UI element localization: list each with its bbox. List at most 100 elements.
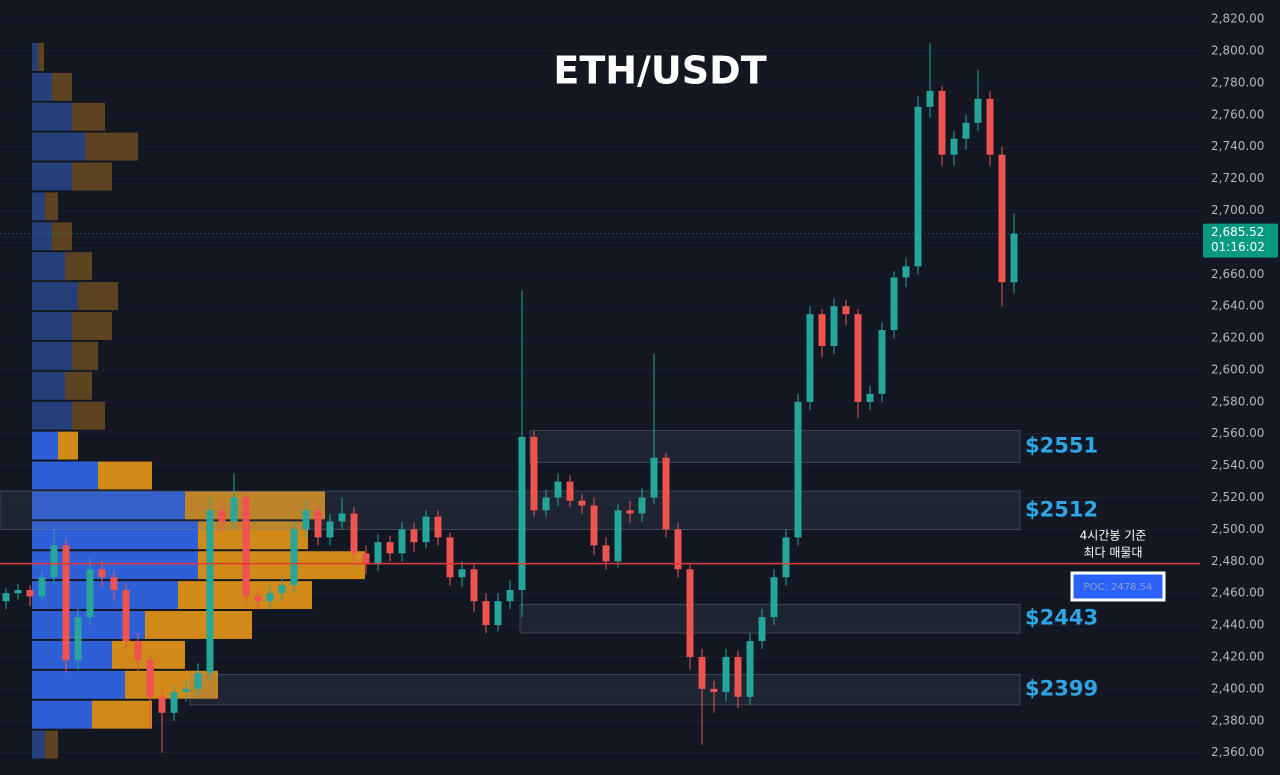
- candle-body: [242, 497, 250, 597]
- candle-body: [158, 696, 166, 713]
- profile-buy: [32, 521, 198, 550]
- candle-body: [278, 585, 286, 594]
- candle-body: [578, 500, 586, 506]
- profile-sell: [45, 192, 58, 221]
- candle-body: [746, 641, 754, 697]
- profile-buy: [32, 72, 52, 101]
- candle-body: [146, 660, 154, 697]
- profile-buy: [32, 491, 185, 520]
- candle-body: [650, 457, 658, 498]
- candle-body: [542, 497, 550, 511]
- candle-body: [362, 553, 370, 565]
- candle-body: [998, 154, 1006, 283]
- y-tick-label: 2,660.00: [1211, 267, 1264, 281]
- zone: [529, 430, 1021, 463]
- candle-body: [566, 481, 574, 501]
- y-tick-label: 2,380.00: [1211, 713, 1264, 727]
- zone-label: $2512: [1025, 497, 1098, 521]
- profile-sell: [65, 371, 92, 400]
- candle-body: [830, 306, 838, 347]
- candle-body: [374, 542, 382, 565]
- candle-body: [110, 577, 118, 591]
- y-tick-label: 2,560.00: [1211, 426, 1264, 440]
- profile-sell: [52, 222, 72, 251]
- zone: [519, 603, 1021, 634]
- candle-body: [470, 569, 478, 602]
- y-tick-label: 2,440.00: [1211, 618, 1264, 632]
- y-tick-label: 2,540.00: [1211, 458, 1264, 472]
- profile-buy: [32, 431, 58, 460]
- candle-body: [2, 593, 10, 602]
- candle-body: [674, 529, 682, 570]
- candle-body: [782, 537, 790, 578]
- candle-body: [986, 98, 994, 155]
- candle-body: [902, 266, 910, 278]
- candle-body: [554, 481, 562, 498]
- profile-sell: [45, 730, 58, 759]
- candle-body: [662, 457, 670, 530]
- candle-body: [938, 90, 946, 155]
- profile-buy: [32, 730, 45, 759]
- candle-body: [194, 672, 202, 689]
- candle-body: [350, 513, 358, 554]
- profile-buy: [32, 371, 65, 400]
- candle-body: [170, 692, 178, 713]
- candle-body: [962, 122, 970, 139]
- profile-sell: [72, 401, 105, 430]
- candle-body: [614, 510, 622, 562]
- profile-sell: [78, 282, 118, 311]
- profile-buy: [32, 132, 85, 161]
- zone: [189, 674, 1021, 706]
- candle-body: [434, 516, 442, 538]
- profile-sell: [52, 72, 72, 101]
- candle-body: [506, 590, 514, 602]
- candle-body: [710, 688, 718, 693]
- candle-body: [458, 569, 466, 578]
- profile-buy: [32, 252, 65, 281]
- candle-body: [98, 569, 106, 578]
- candle-body: [62, 545, 70, 661]
- profile-buy: [32, 312, 72, 340]
- profile-buy: [32, 551, 198, 580]
- profile-buy: [32, 42, 38, 71]
- candle-body: [182, 688, 190, 693]
- candle-body: [38, 577, 46, 597]
- y-tick-label: 2,480.00: [1211, 554, 1264, 568]
- last-price-tag: [1203, 223, 1278, 258]
- candle-body: [266, 593, 274, 602]
- candle-body: [338, 513, 346, 522]
- y-tick-label: 2,580.00: [1211, 394, 1264, 408]
- candle-body: [206, 510, 214, 673]
- profile-sell: [38, 42, 44, 71]
- candle-body: [134, 641, 142, 661]
- last-price-label: 2,685.52: [1211, 225, 1264, 239]
- y-tick-label: 2,600.00: [1211, 362, 1264, 376]
- candle-body: [1010, 233, 1018, 283]
- candle-body: [974, 98, 982, 123]
- candle-body: [686, 569, 694, 657]
- candle-body: [926, 90, 934, 107]
- profile-sell: [72, 102, 105, 131]
- candle-body: [950, 138, 958, 155]
- profile-sell: [92, 700, 152, 729]
- candle-body: [290, 529, 298, 586]
- candle-body: [722, 656, 730, 693]
- profile-buy: [32, 700, 92, 729]
- candle-body: [314, 510, 322, 538]
- profile-buy: [32, 162, 72, 191]
- profile-sell: [72, 341, 98, 370]
- zone-label: $2399: [1025, 677, 1098, 701]
- candle-body: [794, 401, 802, 538]
- candle-body: [818, 314, 826, 347]
- candle-body: [626, 510, 634, 514]
- y-tick-label: 2,640.00: [1211, 299, 1264, 313]
- profile-buy: [32, 670, 125, 699]
- profile-buy: [32, 102, 72, 131]
- candle-body: [758, 617, 766, 642]
- candle-body: [26, 590, 34, 597]
- candle-body: [386, 542, 394, 554]
- profile-sell: [98, 461, 152, 490]
- profile-sell: [72, 312, 112, 340]
- candle-body: [806, 314, 814, 402]
- candle-body: [254, 596, 262, 602]
